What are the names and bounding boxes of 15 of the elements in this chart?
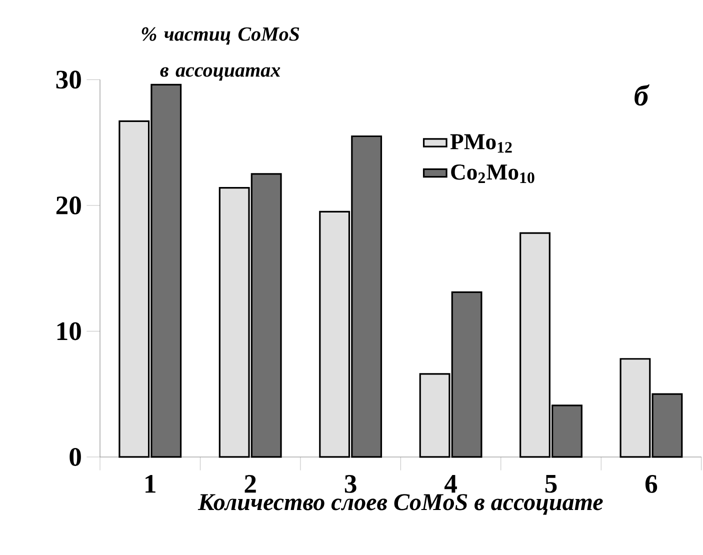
x-tick-label: 3: [344, 475, 356, 493]
chart-title: % частиц CoMoS в ассоциатах: [142, 27, 300, 81]
legend-label: PMo$_{12}$: [450, 134, 512, 153]
y-tick-label: 0: [70, 448, 81, 466]
y-tick-label: 20: [56, 196, 81, 214]
y-tick-label: 10: [57, 322, 81, 340]
legend-label: Co$_{2}$Mo$_{10}$: [451, 164, 534, 184]
x-tick-label: 6: [645, 475, 658, 493]
x-axis-title: Количество слоев CoMoS в ассоциате: [198, 494, 603, 515]
x-tick-label: 4: [444, 475, 457, 493]
y-tick-label: 30: [56, 70, 81, 89]
x-tick-label: 2: [244, 475, 256, 493]
x-tick-label: 5: [545, 475, 557, 493]
annotation: б: [634, 84, 650, 106]
x-tick-label: 1: [146, 475, 156, 493]
